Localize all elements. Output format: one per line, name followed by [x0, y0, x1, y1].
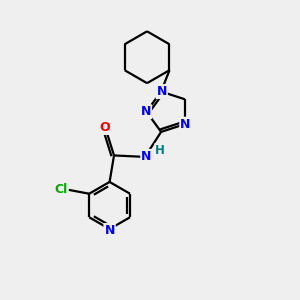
- Text: O: O: [100, 121, 110, 134]
- Text: N: N: [157, 85, 167, 98]
- Text: N: N: [104, 224, 115, 237]
- Text: Cl: Cl: [55, 183, 68, 196]
- Text: N: N: [141, 105, 151, 118]
- Text: N: N: [141, 150, 152, 163]
- Text: H: H: [155, 144, 165, 157]
- Text: N: N: [180, 118, 190, 131]
